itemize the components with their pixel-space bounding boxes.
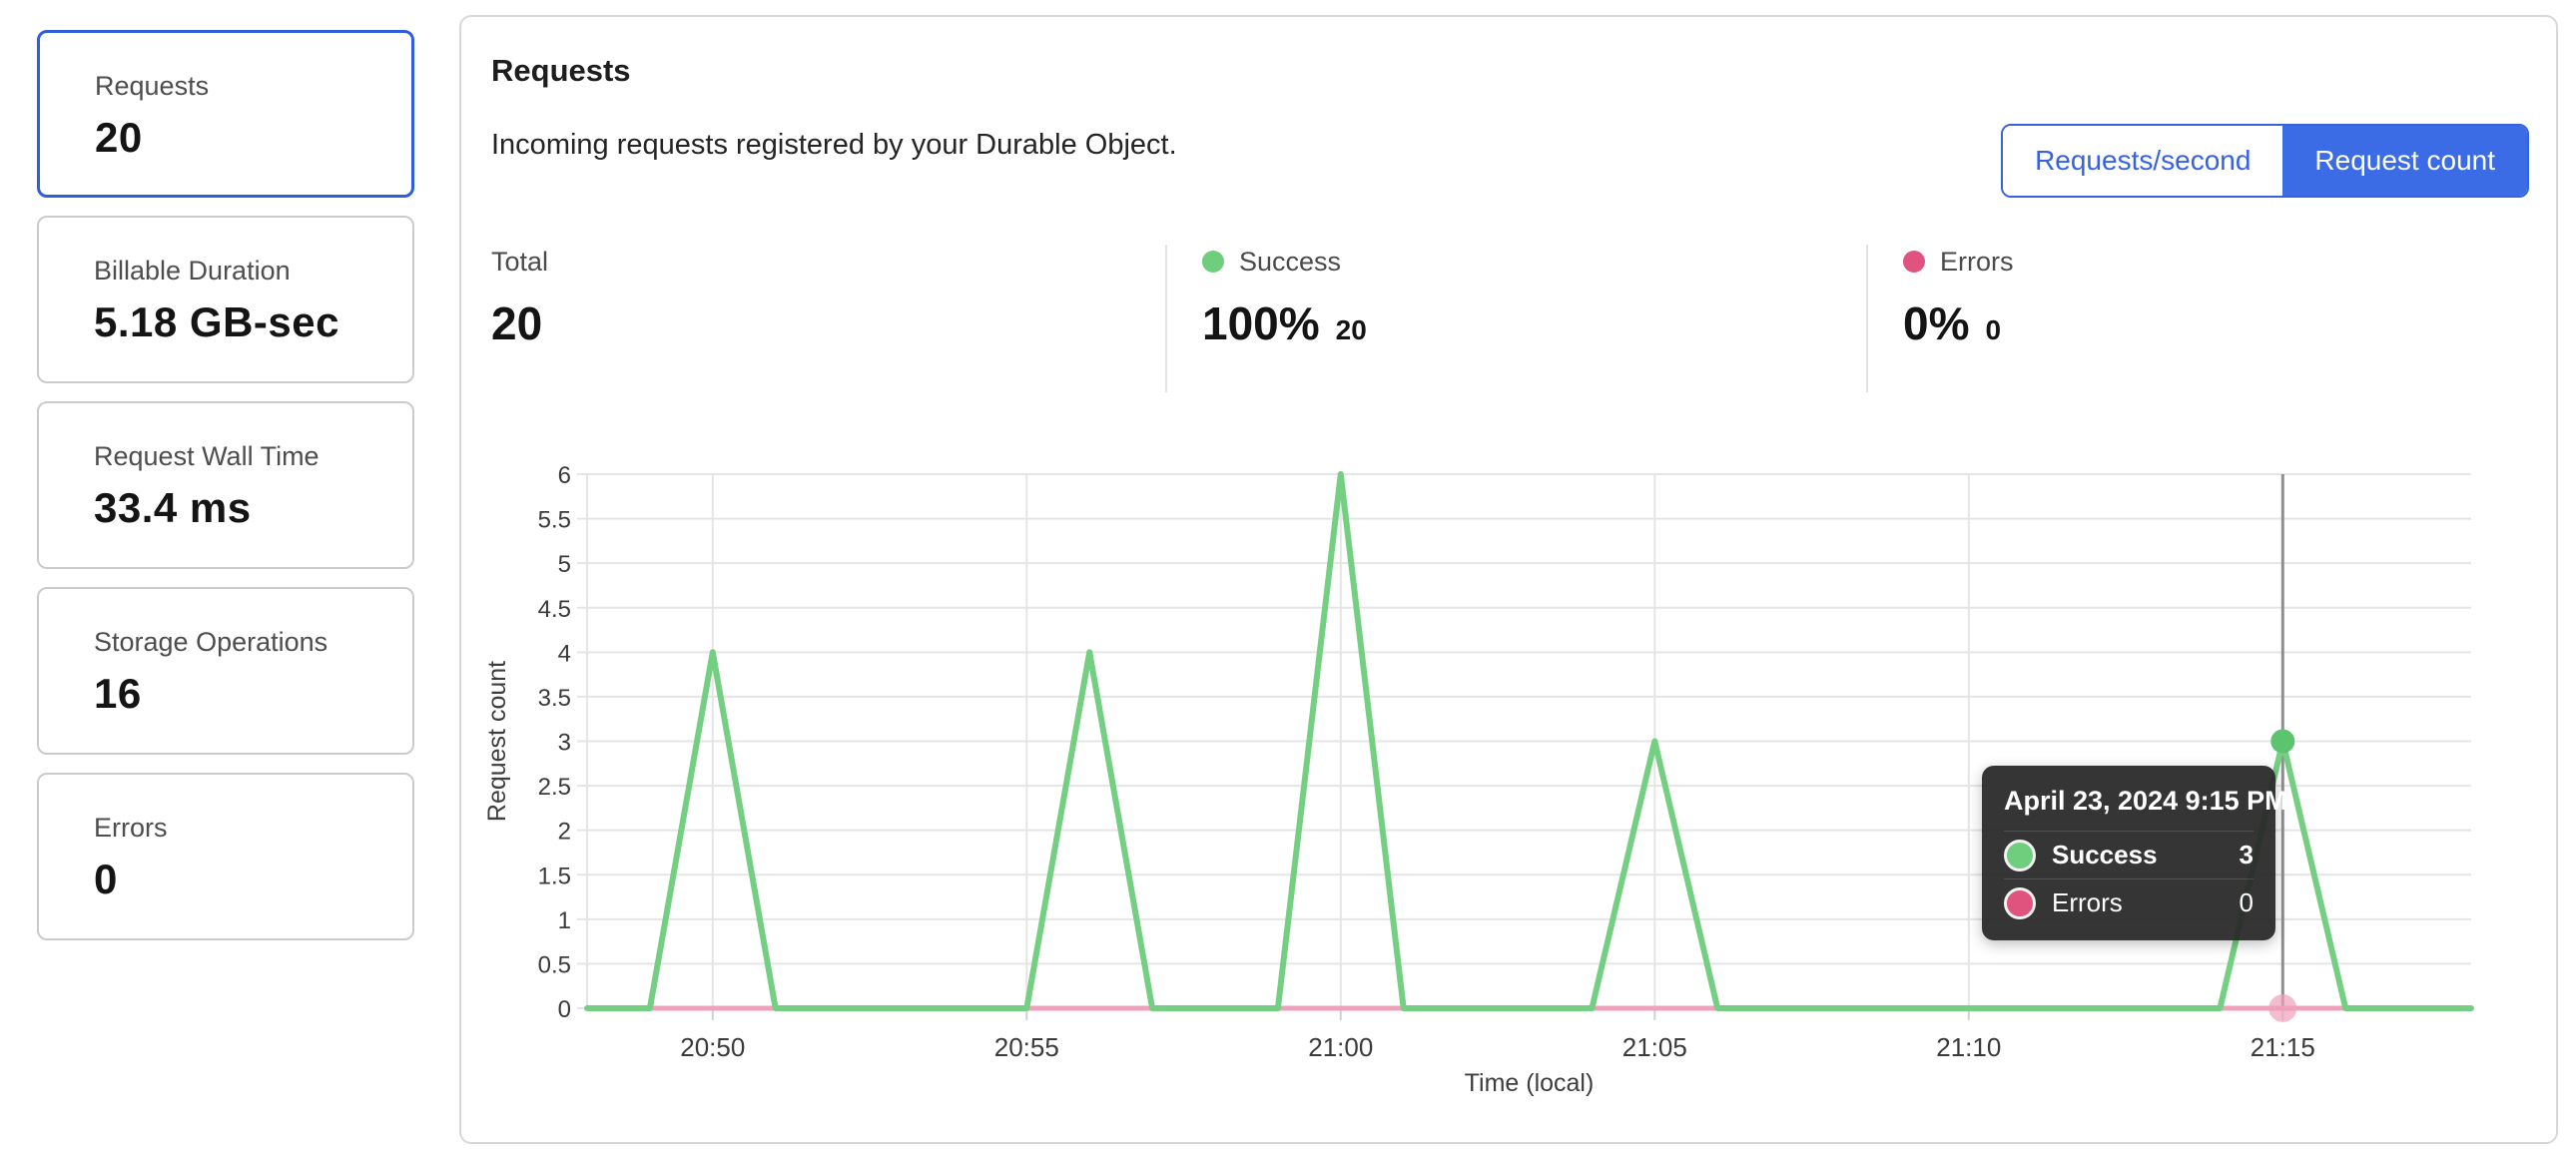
- stat-success-percent: 100%: [1202, 297, 1320, 349]
- tooltip-success-label: Success: [2052, 840, 2158, 870]
- requests-per-second-button[interactable]: Requests/second: [2003, 126, 2283, 196]
- metric-card-billable-duration[interactable]: Billable Duration 5.18 GB-sec: [37, 216, 414, 383]
- svg-text:4.5: 4.5: [538, 596, 571, 623]
- svg-text:21:10: 21:10: [1936, 1032, 2001, 1062]
- svg-text:Request count: Request count: [483, 661, 511, 822]
- metric-card-storage-operations[interactable]: Storage Operations 16: [37, 587, 414, 755]
- metric-label: Request Wall Time: [94, 441, 320, 471]
- svg-text:0: 0: [558, 996, 571, 1023]
- svg-text:3: 3: [558, 730, 571, 757]
- success-dot-icon: [1202, 251, 1224, 273]
- chart-mode-toggle: Requests/second Request count: [2001, 124, 2529, 198]
- stat-divider: [1866, 245, 1868, 392]
- metric-card-errors[interactable]: Errors 0: [37, 773, 414, 940]
- stat-errors: Errors 0% 0: [1868, 245, 2556, 392]
- stat-errors-count: 0: [1985, 314, 2002, 345]
- metric-value: 20: [95, 114, 143, 161]
- page-title: Requests: [491, 53, 631, 88]
- svg-text:20:55: 20:55: [994, 1032, 1059, 1062]
- metric-card-request-wall-time[interactable]: Request Wall Time 33.4 ms: [37, 401, 414, 569]
- svg-text:3.5: 3.5: [538, 685, 571, 712]
- errors-dot-icon: [1903, 251, 1925, 273]
- stat-errors-label: Errors: [1940, 246, 2014, 277]
- stat-divider: [1165, 245, 1167, 392]
- tooltip-row-success: Success 3: [2004, 831, 2254, 878]
- svg-text:21:05: 21:05: [1622, 1032, 1687, 1062]
- stat-success: Success 100% 20: [1167, 245, 1866, 392]
- metric-label: Errors: [94, 813, 168, 843]
- metric-label: Storage Operations: [94, 627, 328, 657]
- stat-success-label: Success: [1239, 246, 1342, 277]
- metric-value: 16: [94, 670, 142, 717]
- stat-total: Total 20: [461, 245, 1165, 392]
- stat-success-count: 20: [1335, 314, 1367, 345]
- success-dot-icon: [2004, 839, 2036, 871]
- svg-text:5: 5: [558, 551, 571, 578]
- errors-dot-icon: [2004, 886, 2036, 919]
- stat-errors-percent: 0%: [1903, 297, 1970, 349]
- stat-total-value: 20: [491, 297, 543, 349]
- tooltip-errors-value: 0: [2239, 887, 2254, 917]
- metric-card-requests[interactable]: Requests 20: [37, 30, 414, 198]
- chart-tooltip: April 23, 2024 9:15 PM Success 3 Errors …: [1982, 766, 2287, 940]
- request-count-button[interactable]: Request count: [2282, 126, 2527, 196]
- stats-row: Total 20 Success 100% 20: [461, 245, 2556, 392]
- svg-text:1.5: 1.5: [538, 863, 571, 889]
- metric-value: 33.4 ms: [94, 484, 252, 531]
- tooltip-title: April 23, 2024 9:15 PM: [2004, 786, 2287, 816]
- svg-text:1: 1: [558, 907, 571, 934]
- stat-total-label: Total: [491, 246, 549, 277]
- tooltip-row-errors: Errors 0: [2004, 878, 2254, 926]
- metric-label: Requests: [95, 71, 210, 101]
- svg-text:2.5: 2.5: [538, 774, 571, 801]
- svg-text:6: 6: [558, 462, 571, 489]
- requests-panel: Requests Incoming requests registered by…: [459, 15, 2558, 1144]
- svg-text:21:15: 21:15: [2251, 1032, 2315, 1062]
- metric-value: 5.18 GB-sec: [94, 298, 339, 345]
- svg-text:Time (local): Time (local): [1465, 1069, 1595, 1097]
- metric-sidebar: Requests 20 Billable Duration 5.18 GB-se…: [37, 15, 414, 1144]
- svg-text:21:00: 21:00: [1308, 1032, 1373, 1062]
- tooltip-success-value: 3: [2239, 840, 2254, 870]
- svg-text:5.5: 5.5: [538, 507, 571, 534]
- svg-text:20:50: 20:50: [680, 1032, 745, 1062]
- svg-text:4: 4: [558, 640, 571, 667]
- svg-text:2: 2: [558, 819, 571, 846]
- tooltip-errors-label: Errors: [2052, 887, 2123, 917]
- panel-subtitle: Incoming requests registered by your Dur…: [491, 129, 1177, 161]
- metric-value: 0: [94, 856, 118, 902]
- svg-text:0.5: 0.5: [538, 951, 571, 978]
- metric-label: Billable Duration: [94, 256, 291, 286]
